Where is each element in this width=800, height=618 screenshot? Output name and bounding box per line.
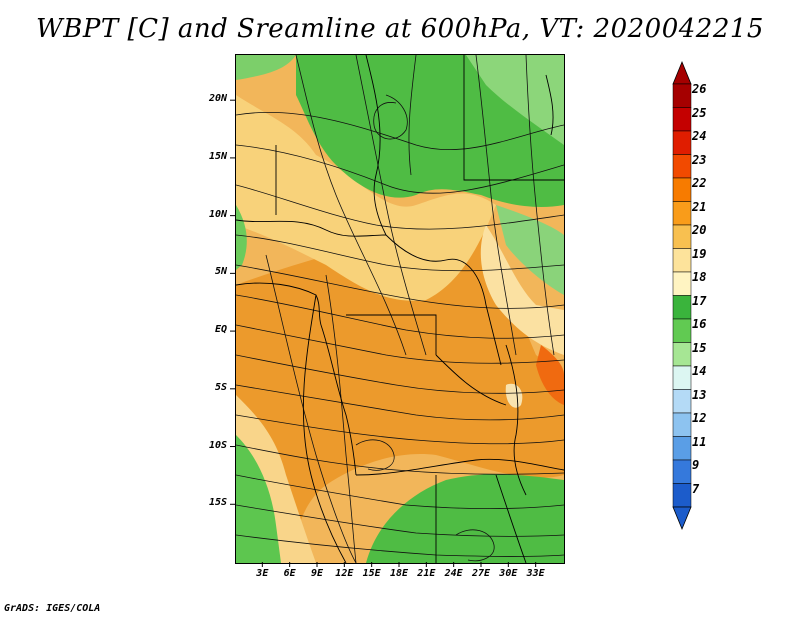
lon-tick-label: 30E bbox=[499, 568, 518, 579]
map-title: WBPT [C] and Sreamline at 600hPa, VT: 20… bbox=[36, 14, 764, 44]
colorbar-segment bbox=[672, 107, 692, 132]
map-panel bbox=[235, 54, 565, 564]
lat-tick-label: 20N bbox=[208, 93, 227, 105]
colorbar-level-label: 18 bbox=[692, 270, 707, 284]
field-orange-core bbox=[236, 200, 564, 563]
grads-credit: GrADS: IGES/COLA bbox=[4, 603, 101, 614]
lon-tick-label: 15E bbox=[362, 568, 381, 579]
colorbar-segment bbox=[672, 295, 692, 320]
colorbar-level-label: 13 bbox=[692, 387, 707, 402]
colorbar-level-label: 24 bbox=[692, 129, 707, 143]
colorbar-level-label: 22 bbox=[692, 176, 707, 190]
colorbar-segment bbox=[672, 130, 692, 155]
lon-tick-label: 18E bbox=[389, 568, 409, 579]
country-borders bbox=[236, 55, 564, 563]
colorbar-level-label: 25 bbox=[692, 105, 707, 120]
lat-tick-label: 10S bbox=[208, 439, 227, 451]
colorbar-level-label: 21 bbox=[692, 199, 707, 214]
lon-tick-label: 33E bbox=[526, 568, 545, 579]
colorbar-level-label: 14 bbox=[692, 364, 707, 378]
colorbar-segment bbox=[672, 342, 692, 367]
colorbar-segment bbox=[672, 201, 692, 226]
lon-tick-label: 3E bbox=[256, 568, 269, 579]
colorbar-segment bbox=[672, 459, 692, 484]
field-green-west bbox=[236, 205, 247, 270]
lon-tick-label: 27E bbox=[471, 568, 491, 579]
lat-tick-label: 5S bbox=[214, 381, 227, 393]
streamlines bbox=[236, 55, 564, 563]
lon-tick-label: 24E bbox=[444, 568, 463, 579]
lat-tick-label: 15S bbox=[208, 497, 227, 509]
colorbar-level-label: 12 bbox=[692, 411, 707, 425]
colorbar-level-label: 7 bbox=[692, 481, 700, 496]
colorbar-segment bbox=[672, 154, 692, 179]
colorbar-bottom-arrow bbox=[672, 506, 692, 531]
lon-tick-label: 12E bbox=[335, 568, 354, 579]
colorbar-level-label: 23 bbox=[692, 152, 707, 167]
field-yellow-east bbox=[480, 225, 564, 355]
wbpt-streamline-map bbox=[236, 55, 564, 563]
colorbar-level-label: 15 bbox=[692, 340, 707, 355]
colorbar-segment bbox=[672, 271, 692, 296]
lat-tick-label: 15N bbox=[208, 150, 227, 162]
colorbar-level-label: 9 bbox=[692, 458, 700, 472]
colorbar-level-label: 19 bbox=[692, 246, 707, 261]
colorbar-segment bbox=[672, 177, 692, 202]
field-green-east bbox=[496, 205, 564, 295]
field-red-east bbox=[536, 345, 564, 405]
colorbar bbox=[672, 60, 692, 531]
colorbar-segment bbox=[672, 412, 692, 437]
lat-tick-label: EQ bbox=[214, 324, 227, 336]
colorbar-segment bbox=[672, 224, 692, 249]
colorbar-top-arrow bbox=[672, 60, 692, 85]
lat-tick-label: 5N bbox=[214, 266, 227, 278]
field-lake-light bbox=[505, 383, 523, 408]
colorbar-level-label: 17 bbox=[692, 293, 707, 308]
colorbar-level-label: 20 bbox=[692, 223, 707, 237]
colorbar-level-label: 11 bbox=[692, 434, 707, 449]
lon-tick-label: 21E bbox=[417, 568, 436, 579]
lat-tick-label: 10N bbox=[208, 208, 227, 220]
lon-tick-label: 9E bbox=[310, 568, 324, 579]
colorbar-level-label: 26 bbox=[692, 82, 707, 96]
field-green-northwest bbox=[236, 55, 296, 80]
lon-tick-label: 6E bbox=[283, 568, 296, 579]
field-green-north-light bbox=[466, 55, 564, 145]
field-yellow-north bbox=[236, 95, 496, 301]
colorbar-segment bbox=[672, 389, 692, 414]
colorbar-segment bbox=[672, 318, 692, 343]
colorbar-segment bbox=[672, 83, 692, 108]
colorbar-segment bbox=[672, 436, 692, 461]
field-green-southwest bbox=[236, 435, 281, 563]
colorbar-segment bbox=[672, 248, 692, 273]
field-green-south bbox=[366, 474, 564, 563]
colorbar-level-label: 16 bbox=[692, 317, 707, 331]
colorbar-segment bbox=[672, 483, 692, 508]
colorbar-segment bbox=[672, 365, 692, 390]
